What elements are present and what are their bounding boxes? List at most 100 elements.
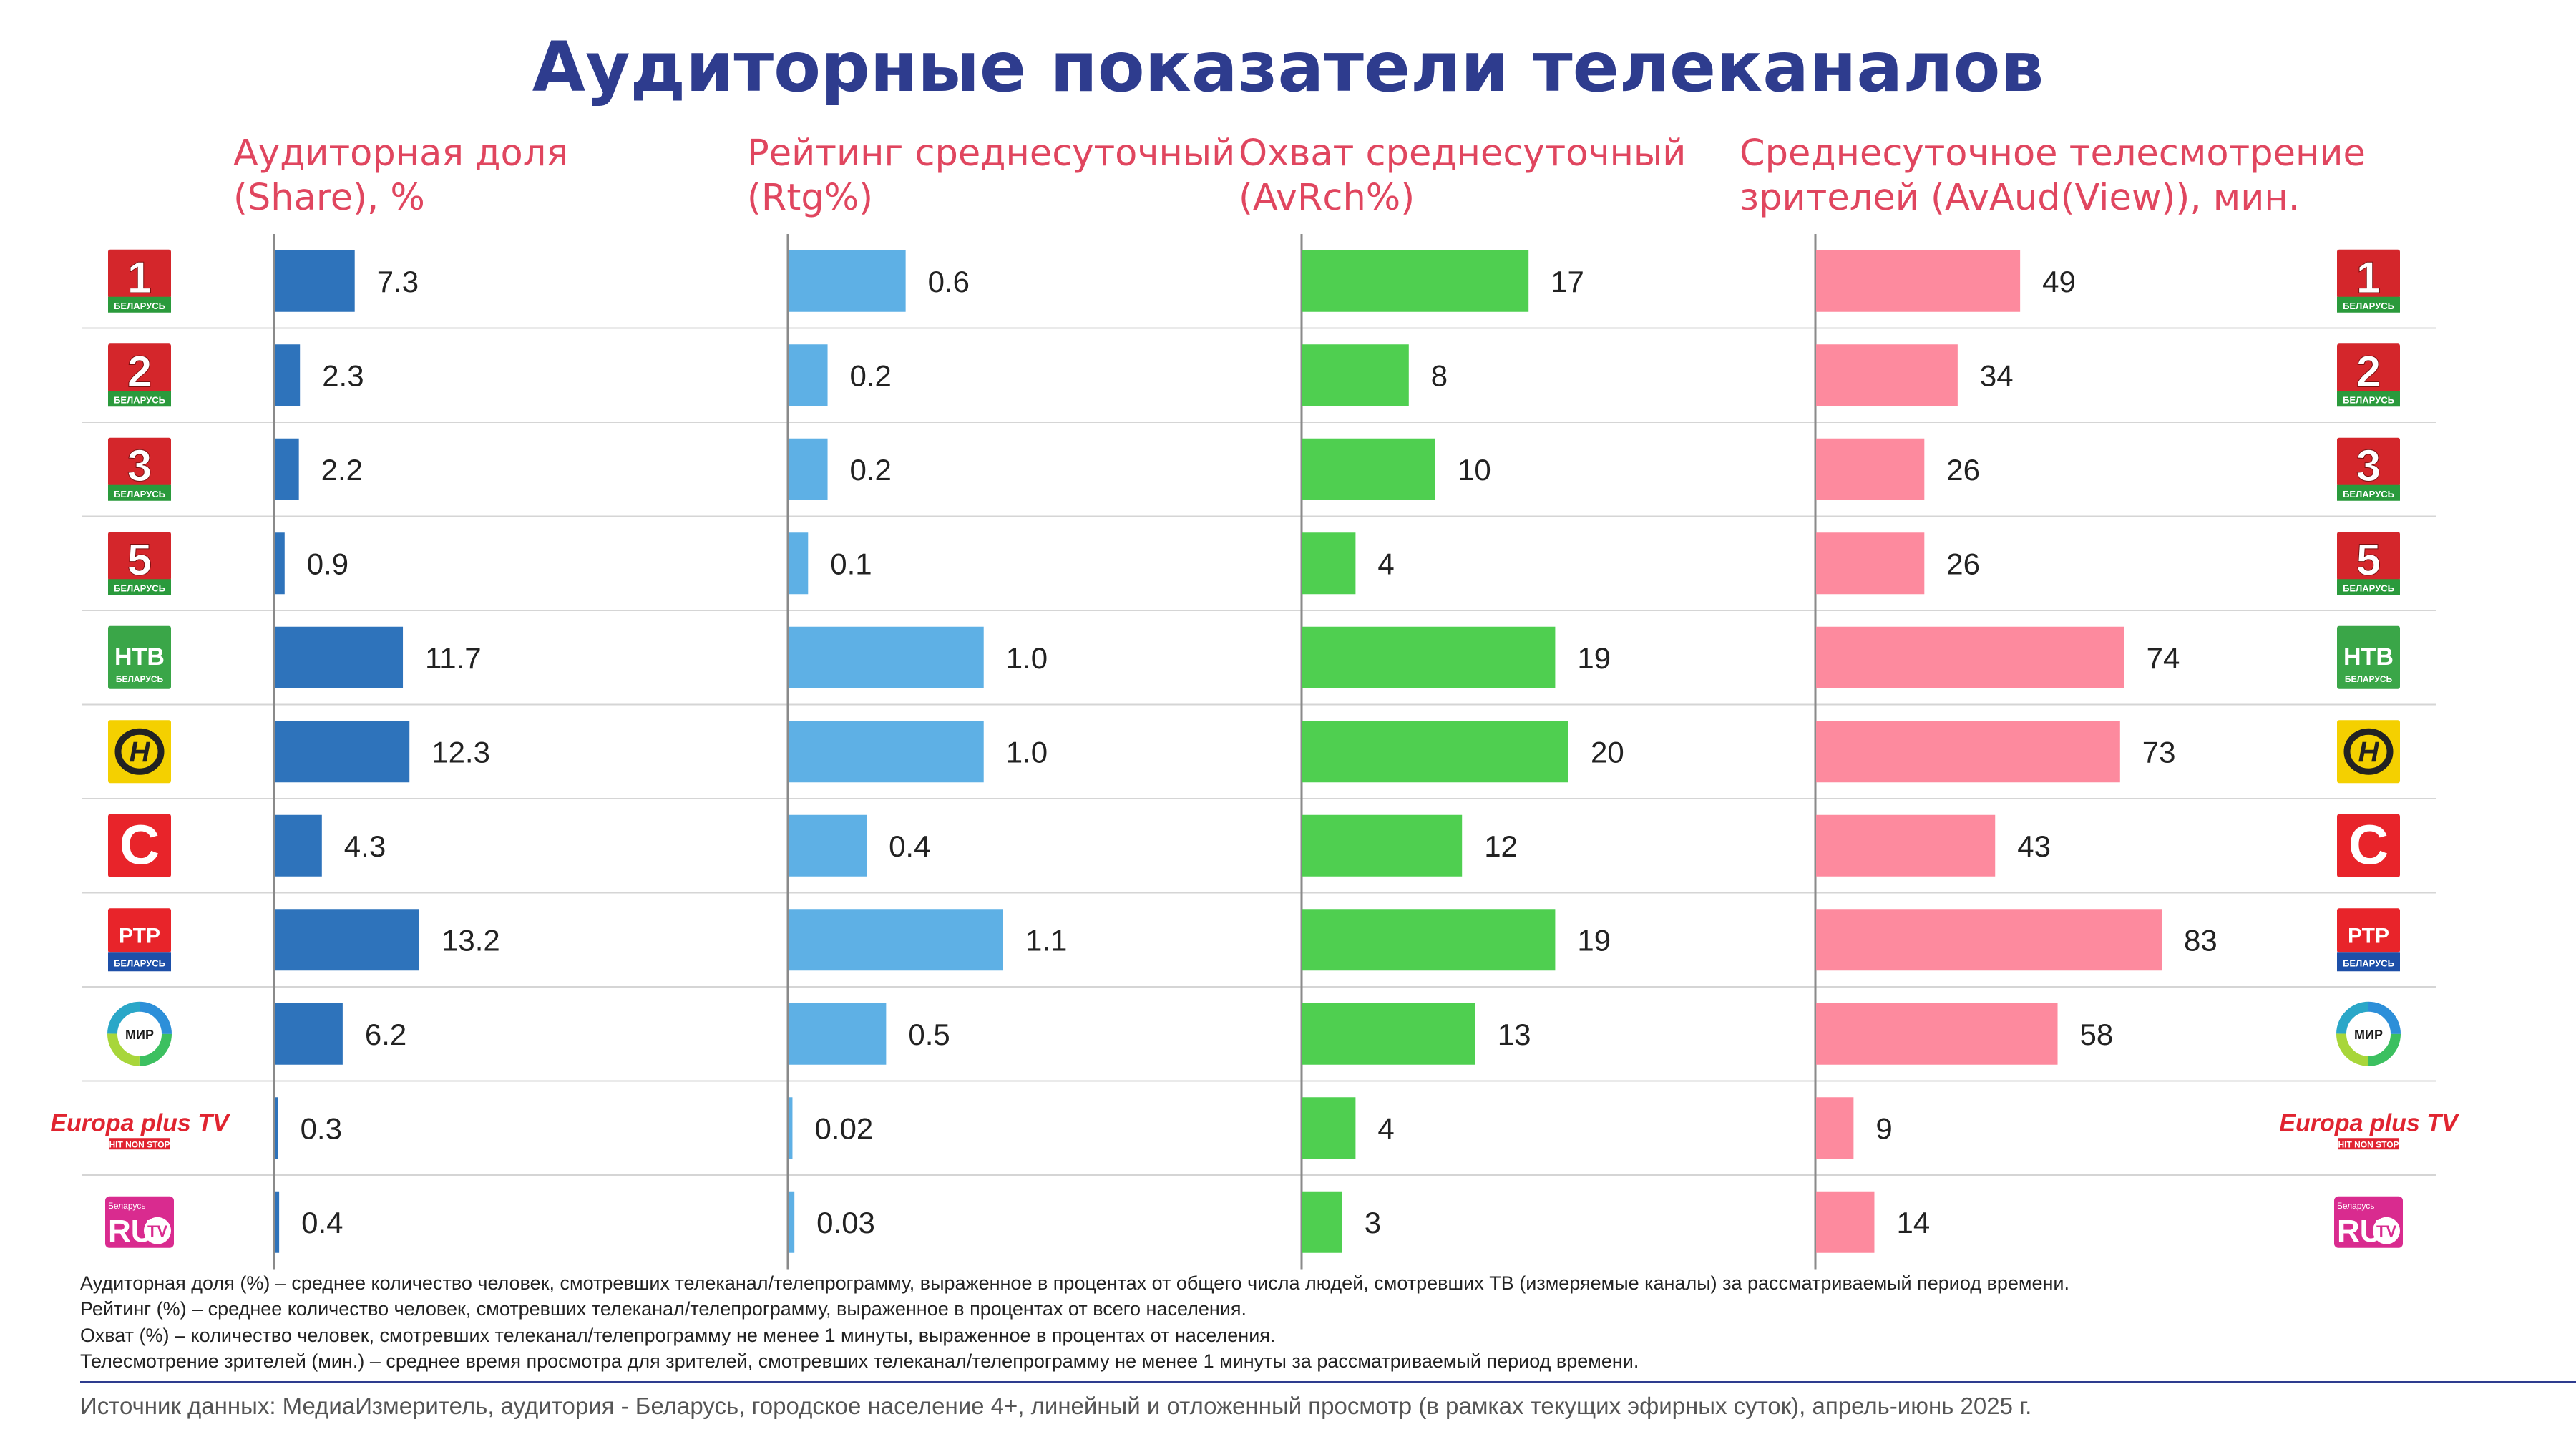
logo-number: 3 [127,442,152,491]
logo-subtitle: HIT NON STOP [109,1139,170,1149]
data-label-avrch: 3 [1365,1206,1381,1239]
logo-center [119,1013,160,1055]
logo-ring-segment [107,1001,172,1066]
bar-avaud [1816,1097,1854,1159]
data-label-rtg: 1.0 [1006,735,1048,769]
footnote-rating: Рейтинг (%) – среднее количество человек… [80,1298,1246,1320]
logo-red-block [108,249,171,298]
data-label-avrch: 19 [1577,923,1611,957]
data-label-rtg: 0.6 [928,265,970,298]
data-label-avrch: 4 [1377,547,1394,580]
logo-text: МИР [125,1028,154,1042]
bar-avrch [1302,250,1529,312]
footnote-share: Аудиторная доля (%) – среднее количество… [80,1272,2069,1294]
bar-avaud [1816,814,1996,877]
bar-share [275,721,410,783]
logo-ring-segment [107,1001,172,1066]
bar-rtg [789,344,828,406]
data-label-rtg: 0.1 [830,547,872,580]
channel-logo-left: С [108,813,171,877]
logo-background [2337,814,2400,877]
channel-logo-right: Europa plus TV HIT NON STOP [2279,1109,2460,1150]
bar-rtg [789,532,809,595]
panel-title-share: Аудиторная доля (Share), % [233,132,763,220]
bar-avaud [1816,532,1925,595]
bar-rtg [789,1097,793,1159]
panel-title-avaud-line2: зрителей (AvAud(View)), мин. [1740,177,2300,220]
data-label-avaud: 49 [2042,265,2076,298]
logo-subtitle: БЕЛАРУСЬ [2345,674,2393,684]
bar-share [275,1097,278,1159]
logo-red-block [108,908,171,953]
bar-avrch [1302,1097,1356,1159]
bar-rtg [789,626,984,688]
footnote-viewing: Телесмотрение зрителей (мин.) – среднее … [80,1350,1639,1372]
channel-logo-left: НТВ БЕЛАРУСЬ [108,625,171,689]
data-label-avrch: 13 [1498,1018,1531,1051]
logo-ring [114,728,165,775]
logo-subtitle: БЕЛАРУСЬ [114,583,165,593]
logo-background [2337,625,2400,689]
logo-red-block [2337,249,2400,298]
data-label-share: 2.2 [321,453,363,487]
data-label-avaud: 34 [1980,359,2014,392]
data-label-avaud: 9 [1875,1111,1892,1145]
bar-share [275,438,299,500]
data-label-share: 6.2 [365,1018,406,1051]
data-label-rtg: 0.4 [889,829,930,863]
logo-green-strip [108,296,171,313]
logo-number: 5 [127,535,152,585]
logo-ring-segment [2336,1001,2401,1066]
data-label-avaud: 73 [2142,735,2176,769]
data-label-rtg: 1.1 [1025,923,1067,957]
bar-avaud [1816,909,2162,971]
bar-share [275,1003,343,1065]
logo-strip [109,1138,170,1150]
logo-blue-strip [2337,952,2400,972]
data-label-share: 0.3 [301,1111,342,1145]
logo-subtitle: БЕЛАРУСЬ [114,958,165,968]
bar-avaud [1816,250,2021,312]
logo-background [108,814,171,877]
panel-title-rtg-line1: Рейтинг среднесуточный [747,132,1236,175]
data-label-avaud: 26 [1946,547,1980,580]
logo-subtitle: БЕЛАРУСЬ [2343,301,2394,311]
logo-red-block [108,532,171,581]
logo-number: 1 [127,253,152,303]
bar-share [275,532,285,595]
logo-red-block [108,437,171,487]
logo-number: 5 [2356,535,2381,585]
logo-circle [144,1217,171,1244]
logo-subtitle: БЕЛАРУСЬ [114,301,165,311]
panel-title-avrch-line1: Охват среднесуточный [1239,132,1687,175]
logo-green-strip [108,579,171,595]
logo-text: НТВ [114,643,165,671]
data-label-avrch: 20 [1591,735,1624,769]
bar-rtg [789,721,984,783]
logo-text: РТР [119,924,160,947]
logo-number: 1 [2356,253,2381,303]
bar-rtg [789,1003,887,1065]
data-label-share: 7.3 [377,265,419,298]
data-source: Источник данных: МедиаИзмеритель, аудито… [80,1393,2032,1419]
panel-title-share-line2: (Share), % [233,177,425,220]
bar-rtg [789,1191,795,1253]
panel-title-rtg-line2: (Rtg%) [747,177,874,220]
bar-avaud [1816,1191,1875,1253]
panel-title-avrch: Охват среднесуточный (AvRch%) [1239,132,1768,220]
channel-logo-left: Н [108,720,171,784]
bar-rtg [789,814,867,877]
logo-green-strip [108,391,171,407]
panel-title-avaud: Среднесуточное телесмотрение зрителей (A… [1740,132,2366,220]
logo-red-block [2337,437,2400,487]
logo-background [108,625,171,689]
data-label-avaud: 14 [1896,1206,1930,1239]
logo-subtitle: БЕЛАРУСЬ [114,489,165,500]
